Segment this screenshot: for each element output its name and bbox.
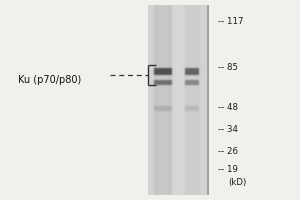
Text: Ku (p70/p80): Ku (p70/p80) bbox=[18, 75, 81, 85]
Text: -- 34: -- 34 bbox=[218, 126, 238, 134]
Text: (kD): (kD) bbox=[228, 178, 246, 188]
Text: -- 48: -- 48 bbox=[218, 102, 238, 112]
Text: -- 85: -- 85 bbox=[218, 62, 238, 72]
Text: -- 117: -- 117 bbox=[218, 18, 244, 26]
Text: -- 26: -- 26 bbox=[218, 146, 238, 156]
Text: -- 19: -- 19 bbox=[218, 164, 238, 173]
